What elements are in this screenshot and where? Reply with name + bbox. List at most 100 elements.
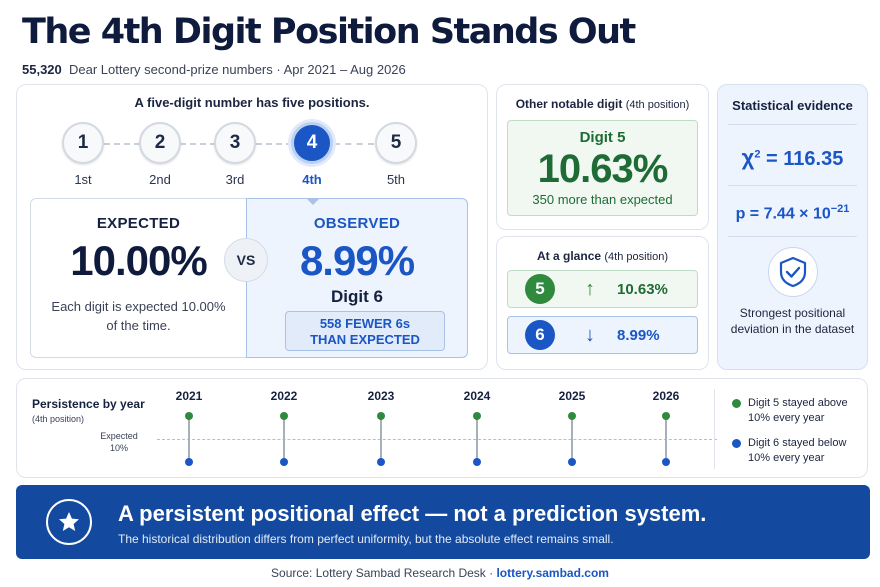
- year-stem: [476, 416, 478, 462]
- active-position-pointer: [306, 198, 320, 205]
- year-label: 2026: [652, 389, 680, 403]
- legend-green-text: Digit 5 stayed above 10% every year: [748, 397, 848, 424]
- glance-row-digit-6: 6 ↓ 8.99%: [507, 316, 698, 354]
- digit-6-dot: [185, 458, 193, 466]
- page-title: The 4th Digit Position Stands Out: [22, 12, 636, 52]
- notable-title: Other notable digit: [515, 97, 623, 111]
- source-prefix: Source: Lottery Sambad Research Desk ·: [271, 566, 497, 580]
- page-subtitle: 55,320 Dear Lottery second-prize numbers…: [22, 62, 406, 77]
- year-stem: [665, 416, 667, 462]
- chi-exponent: 2: [754, 148, 761, 161]
- notable-subtitle: (4th position): [625, 99, 690, 111]
- observed-box: OBSERVED 8.99% Digit 6 558 FEWER 6s THAN…: [246, 198, 468, 358]
- digit-6-dot: [377, 458, 385, 466]
- position-circle: 2: [139, 122, 181, 164]
- year-label: 2024: [463, 389, 491, 403]
- up-arrow-icon: ↑: [585, 277, 595, 300]
- position-label-active: 4th: [302, 172, 322, 187]
- notable-value: 10.63%: [537, 147, 669, 191]
- expected-value: 10.00%: [70, 237, 207, 284]
- notable-box: Digit 5 10.63% 350 more than expected: [507, 120, 698, 216]
- position-label: 2nd: [149, 172, 171, 187]
- chi-symbol: χ: [741, 145, 755, 170]
- legend-divider: [714, 389, 715, 469]
- chi-number: = 116.35: [766, 148, 844, 170]
- notable-digit: Digit 5: [579, 129, 626, 146]
- expected-heading: EXPECTED: [96, 215, 181, 232]
- year-label: 2022: [270, 389, 298, 403]
- position-label: 5th: [386, 172, 406, 187]
- persistence-title: Persistence by year: [32, 397, 145, 411]
- expected-note: Each digit is expected 10.00% of the tim…: [51, 299, 226, 333]
- star-icon: [46, 499, 92, 545]
- position-label: 3rd: [225, 172, 245, 187]
- year-stem: [188, 416, 190, 462]
- digit-5-dot: [185, 412, 193, 420]
- divider: [728, 185, 857, 186]
- position-circle: 1: [62, 122, 104, 164]
- positions-heading: A five-digit number has five positions.: [134, 95, 370, 110]
- position-3: 3 3rd: [214, 122, 256, 187]
- year-label: 2025: [558, 389, 586, 403]
- position-connector: [256, 143, 292, 145]
- expected-label-percent: 10%: [109, 443, 128, 453]
- chi-square-value: χ2 = 116.35: [718, 145, 867, 171]
- position-circle: 5: [375, 122, 417, 164]
- p-label: p = 7.44 × 10: [735, 205, 831, 223]
- position-5: 5 5th: [375, 122, 417, 187]
- position-connector: [334, 143, 374, 145]
- glance-heading: At a glance (4th position): [497, 249, 708, 263]
- glance-row-digit-5: 5 ↑ 10.63%: [507, 270, 698, 308]
- notable-digit-card: Other notable digit (4th position) Digit…: [496, 84, 709, 230]
- observed-value: 8.99%: [299, 237, 415, 284]
- digit-6-dot: [280, 458, 288, 466]
- digit-6-dot: [662, 458, 670, 466]
- down-arrow-icon: ↓: [585, 323, 595, 346]
- observed-heading: OBSERVED: [313, 215, 401, 232]
- expected-10-percent-line: [157, 439, 717, 440]
- stats-note: Strongest positional deviation in the da…: [730, 306, 855, 336]
- glance-title: At a glance: [537, 249, 602, 263]
- year-stem: [283, 416, 285, 462]
- p-exponent: −21: [830, 203, 850, 215]
- banner-headline: A persistent positional effect — not a p…: [118, 501, 707, 526]
- year-stem: [571, 416, 573, 462]
- expected-box: EXPECTED 10.00% Each digit is expected 1…: [30, 198, 246, 358]
- position-circle-active: 4: [291, 122, 333, 164]
- source-link[interactable]: lottery.sambad.com: [496, 566, 609, 580]
- digit-5-dot: [473, 412, 481, 420]
- digit-6-dot: [473, 458, 481, 466]
- position-label: 1st: [74, 172, 92, 187]
- legend-blue-text: Digit 6 stayed below 10% every year: [748, 437, 847, 464]
- divider: [728, 236, 857, 237]
- digit-5-dot: [377, 412, 385, 420]
- blue-dot-icon: [732, 439, 741, 448]
- banner-subtext: The historical distribution differs from…: [118, 532, 614, 546]
- notable-more: 350 more than expected: [532, 192, 673, 207]
- digit-6-dot: [568, 458, 576, 466]
- notable-heading: Other notable digit (4th position): [497, 97, 708, 111]
- fewer-line-1: 558 FEWER 6s: [319, 316, 411, 331]
- statistical-evidence-card: Statistical evidence χ2 = 116.35 p = 7.4…: [717, 84, 868, 370]
- position-4-highlighted: 4 4th: [291, 122, 333, 187]
- stats-heading: Statistical evidence: [732, 98, 853, 113]
- shield-check-icon: [768, 247, 818, 297]
- position-1: 1 1st: [62, 122, 104, 187]
- glance-percent: 8.99%: [617, 326, 660, 344]
- observed-digit: Digit 6: [331, 287, 383, 306]
- legend-digit-6: Digit 6 stayed below 10% every year: [732, 436, 860, 466]
- digit-5-dot: [280, 412, 288, 420]
- position-circle: 3: [214, 122, 256, 164]
- persistence-by-year-panel: Persistence by year (4th position) Expec…: [16, 378, 868, 478]
- position-2: 2 2nd: [139, 122, 181, 187]
- divider: [728, 124, 857, 125]
- digit-badge: 6: [525, 320, 555, 350]
- position-connector: [104, 143, 140, 145]
- digit-badge: 5: [525, 274, 555, 304]
- green-dot-icon: [732, 399, 741, 408]
- year-label: 2021: [175, 389, 203, 403]
- digit-5-dot: [568, 412, 576, 420]
- year-stem: [380, 416, 382, 462]
- fewer-line-2: THAN EXPECTED: [310, 332, 420, 347]
- p-value: p = 7.44 × 10−21: [718, 203, 867, 223]
